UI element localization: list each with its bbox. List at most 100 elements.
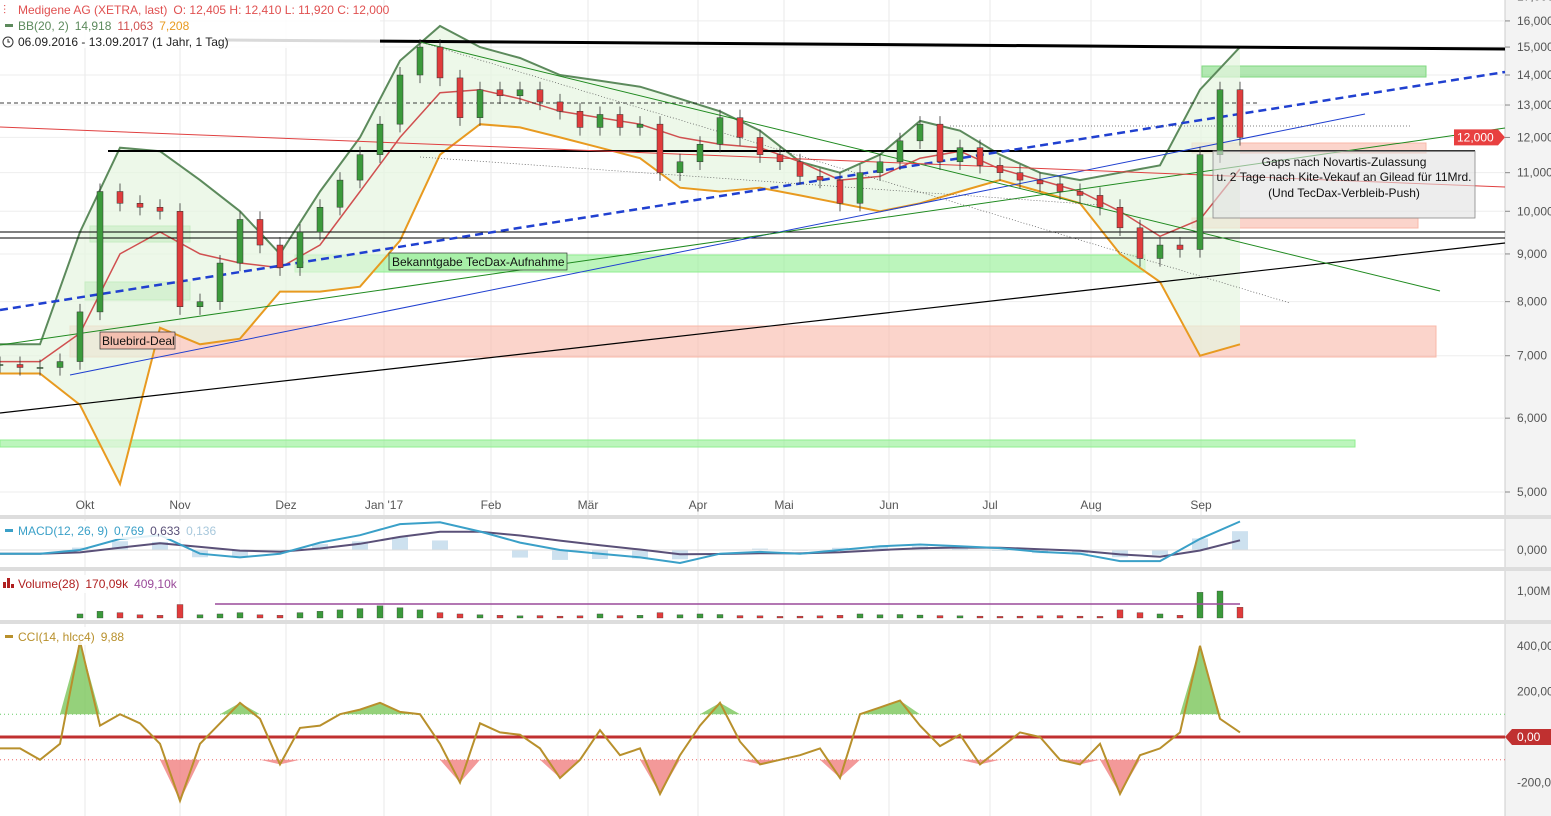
candle [176, 211, 184, 307]
candle [396, 74, 404, 125]
macd-histogram-bar [152, 541, 168, 551]
candle [556, 101, 564, 112]
volume-legend: Volume(28) 170,09k 409,10k [18, 577, 178, 591]
candle [716, 117, 724, 145]
volume-bar [296, 612, 304, 619]
price-tick-label: 12,000 [1517, 130, 1551, 144]
bb-fill [0, 26, 1240, 484]
price-axis: 5,000 6,000 7,000 8,000 9,000 10,000 11,000 12,… [1454, 0, 1551, 499]
month-label: Dez [275, 498, 296, 512]
candle [836, 179, 844, 204]
candle [1116, 206, 1124, 229]
annotation-gaps-3: (Und TecDax-Verbleib-Push) [1268, 186, 1420, 200]
price-tick-label: 13,000 [1517, 98, 1551, 112]
candle [536, 89, 544, 103]
candle [476, 89, 484, 118]
volume-bar [256, 614, 264, 619]
candle [336, 179, 344, 208]
volume-bar [316, 611, 324, 619]
candle [676, 161, 684, 173]
volume-bar [1136, 612, 1144, 619]
candle [436, 46, 444, 79]
macd-histogram-bar [1152, 550, 1168, 555]
volume-bar [796, 615, 804, 619]
candle [236, 219, 244, 264]
bars-icon: ⫶ [3, 3, 6, 17]
candle [1056, 183, 1064, 192]
month-label: Apr [689, 498, 708, 512]
volume-bar [356, 608, 364, 619]
candle [416, 46, 424, 76]
volume-bar [736, 615, 744, 619]
annotation-bluebird: Bluebird-Deal [102, 334, 175, 348]
volume-bar [936, 615, 944, 619]
price-tick-label: 6,000 [1517, 411, 1547, 425]
candle [0, 364, 4, 366]
volume-bar [856, 613, 864, 619]
volume-bar [716, 614, 724, 619]
month-label: Jun [879, 498, 898, 512]
candle [1196, 154, 1204, 250]
candle [1096, 195, 1104, 208]
bb-lower-line [0, 123, 1241, 487]
candle [296, 231, 304, 268]
macd-signal-line [0, 530, 1241, 558]
price-tick-label: 16,000 [1517, 14, 1551, 28]
month-label: Sep [1190, 498, 1212, 512]
zone [1201, 65, 1427, 78]
macd-legend: MACD(12, 26, 9) 0,769 0,633 0,136 [18, 524, 216, 538]
candle [516, 89, 524, 97]
volume-bar [876, 614, 884, 619]
candle [796, 161, 804, 177]
cci-tick-label: 400,00 [1517, 639, 1551, 653]
candle [316, 206, 324, 233]
date-range: 06.09.2016 - 13.09.2017 (1 Jahr, 1 Tag) [18, 35, 229, 49]
volume-bar [756, 615, 764, 619]
trendline [224, 38, 1506, 51]
price-tick-label: 11,000 [1517, 166, 1551, 180]
bb-legend-icon [5, 24, 13, 27]
candle [376, 123, 384, 155]
candle [696, 143, 704, 163]
volume-legend-icon [3, 578, 14, 588]
macd-histogram-bar [392, 537, 408, 551]
volume-bar [816, 615, 824, 619]
candle [96, 191, 104, 313]
candle [576, 111, 584, 128]
volume-bar [116, 612, 124, 619]
candle [816, 176, 824, 181]
cci-oversold-fill [0, 759, 1240, 801]
candle [16, 364, 24, 368]
macd-histogram-bar [352, 541, 368, 551]
candle [1176, 244, 1184, 250]
candle [196, 301, 204, 307]
candle [756, 137, 764, 155]
volume-bar [896, 614, 904, 619]
cci-panel: 400,00 200,00 0,00 -200,0 [0, 639, 1551, 804]
candle [256, 219, 264, 246]
bb-upper-line [0, 24, 1241, 346]
candle [216, 262, 224, 302]
price-tick-label: 8,000 [1517, 295, 1547, 309]
candle [496, 89, 504, 97]
volume-bar [76, 613, 84, 619]
trendline [0, 242, 1506, 414]
volume-bar [456, 613, 464, 619]
volume-bar [96, 611, 104, 619]
volume-bar [396, 607, 404, 619]
volume-bar [1096, 616, 1104, 619]
volume-bar [1016, 615, 1024, 619]
candle [976, 147, 984, 166]
candle [1016, 172, 1024, 181]
trendline [0, 70, 1506, 312]
trendline [419, 41, 1291, 304]
candle [116, 191, 124, 204]
volume-bar [996, 616, 1004, 619]
candle [656, 123, 664, 173]
month-label: Feb [481, 498, 502, 512]
candle [456, 77, 464, 118]
volume-bar [616, 615, 624, 619]
volume-bar [416, 609, 424, 619]
candle [1216, 89, 1224, 155]
